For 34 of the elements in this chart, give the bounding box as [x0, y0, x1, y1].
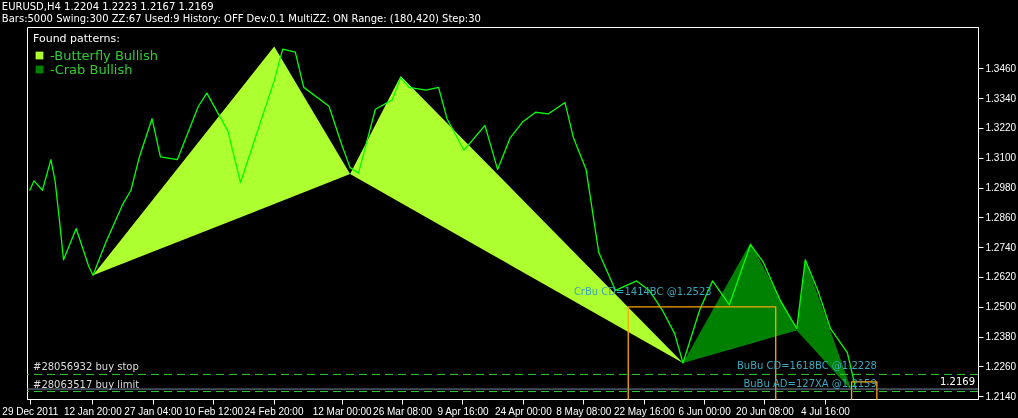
chart-title: EURUSD,H4 1.2204 1.2223 1.2167 1.2169 [1, 1, 214, 12]
y-tick-label: 1.2260 [985, 360, 1017, 372]
y-tick-label: 1.3100 [985, 152, 1017, 164]
ref-line-label: #28056932 buy stop [33, 361, 139, 373]
legend-title: Found patterns: [33, 32, 120, 45]
y-tick-label: 1.3460 [985, 62, 1017, 74]
y-tick-label: 1.2140 [985, 390, 1017, 402]
y-tick-label: 1.2860 [985, 211, 1017, 223]
y-tick-label: 1.2620 [985, 271, 1017, 283]
x-tick-label: 24 Feb 20:00 [244, 405, 304, 417]
x-tick-label: 29 Dec 2011 [2, 405, 59, 417]
x-tick-label: 12 Jan 20:00 [63, 405, 123, 417]
x-tick-label: 12 Mar 00:00 [312, 405, 373, 417]
y-tick-label: 1.2500 [985, 301, 1017, 313]
chart-subtitle: Bars:5000 Swing:300 ZZ:67 Used:9 History: OFF Dev:0.1 MultiZZ: ON Range: (180,420) Step:30 [1, 13, 481, 24]
ref-line-label: 1.2169 [940, 376, 975, 388]
x-tick-label: 27 Jan 04:00 [124, 405, 183, 417]
x-tick-label: 9 Apr 16:00 [437, 405, 489, 417]
y-tick-label: 1.2740 [985, 241, 1017, 253]
x-tick-label: 4 Jul 16:00 [800, 405, 851, 417]
legend-label: -Butterfly Bullish [50, 47, 158, 63]
x-tick-label: 22 May 16:00 [613, 405, 675, 417]
y-tick-label: 1.2980 [985, 182, 1017, 194]
y-tick-label: 1.3220 [985, 122, 1017, 134]
x-tick-label: 20 Jun 08:00 [736, 405, 795, 417]
x-tick-label: 10 Feb 12:00 [184, 405, 244, 417]
ref-line-label: #28063517 buy limit [33, 378, 140, 390]
legend-label: -Crab Bullish [50, 61, 133, 77]
x-tick-label: 24 Apr 00:00 [495, 405, 553, 417]
y-tick-label: 1.2380 [985, 331, 1017, 343]
x-tick-label: 26 Mar 08:00 [373, 405, 433, 417]
x-tick-label: 6 Jun 00:00 [678, 405, 732, 417]
x-tick-label: 8 May 08:00 [556, 405, 612, 417]
y-tick-label: 1.3340 [985, 92, 1017, 104]
